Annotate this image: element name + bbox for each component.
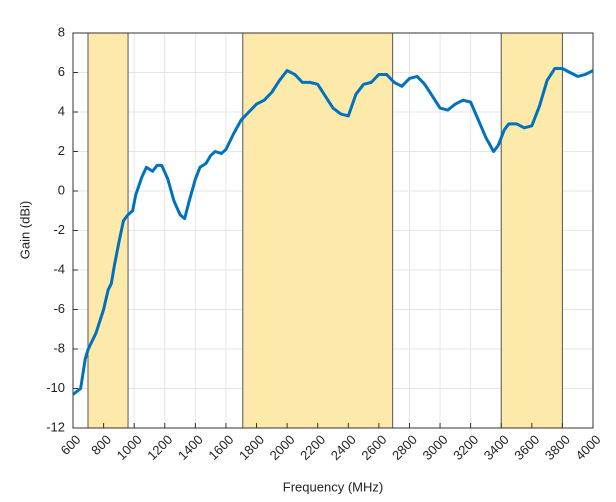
y-tick-label: -2 bbox=[53, 222, 65, 237]
x-tick-label: 3800 bbox=[542, 432, 573, 463]
y-tick-label: -10 bbox=[46, 380, 65, 395]
x-tick-label: 3400 bbox=[481, 432, 512, 463]
y-tick-label: 2 bbox=[58, 143, 65, 158]
y-tick-label: -12 bbox=[46, 419, 65, 434]
x-tick-label: 4000 bbox=[572, 432, 603, 463]
x-tick-label: 1800 bbox=[236, 432, 267, 463]
y-tick-label: 6 bbox=[58, 64, 65, 79]
y-tick-label: 0 bbox=[58, 182, 65, 197]
x-tick-label: 2200 bbox=[297, 432, 328, 463]
x-tick-label: 3000 bbox=[420, 432, 451, 463]
x-tick-label: 1000 bbox=[114, 432, 145, 463]
frequency-band bbox=[242, 32, 394, 429]
x-tick-label: 2000 bbox=[267, 432, 298, 463]
x-tick-label: 2800 bbox=[389, 432, 420, 463]
y-tick-label: 4 bbox=[58, 103, 65, 118]
x-tick-label: 3600 bbox=[511, 432, 542, 463]
y-axis-label: Gain (dBi) bbox=[17, 201, 32, 260]
x-tick-label: 600 bbox=[58, 432, 84, 458]
x-tick-label: 800 bbox=[88, 432, 114, 458]
frequency-band bbox=[500, 32, 563, 429]
x-axis-label: Frequency (MHz) bbox=[283, 479, 383, 494]
x-tick-label: 1400 bbox=[175, 432, 206, 463]
x-tick-label: 1200 bbox=[144, 432, 175, 463]
x-tick-label: 2400 bbox=[328, 432, 359, 463]
x-tick-label: 1600 bbox=[205, 432, 236, 463]
x-tick-label: 2600 bbox=[358, 432, 389, 463]
y-tick-label: -8 bbox=[53, 340, 65, 355]
gain-line bbox=[72, 67, 594, 396]
y-tick-label: -6 bbox=[53, 301, 65, 316]
y-tick-label: -4 bbox=[53, 261, 65, 276]
x-tick-label: 3200 bbox=[450, 432, 481, 463]
y-tick-label: 8 bbox=[58, 24, 65, 39]
